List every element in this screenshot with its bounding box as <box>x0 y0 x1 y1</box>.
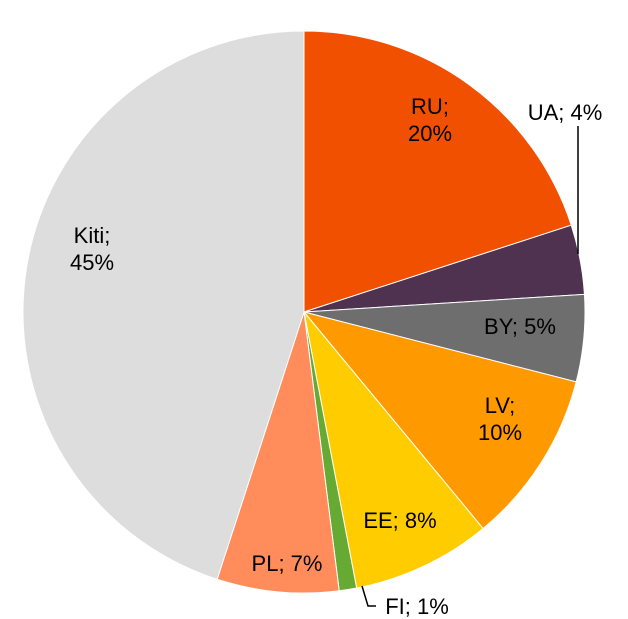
pie-slice <box>303 30 572 313</box>
data-label: LV; 10% <box>478 393 522 445</box>
label-line: Kiti; <box>74 223 111 248</box>
data-label: BY; 5% <box>484 314 556 339</box>
data-label: RU; 20% <box>408 94 452 146</box>
label-line: 10% <box>478 420 522 445</box>
pie-slice <box>302 311 577 530</box>
data-label: EE; 8% <box>363 508 436 533</box>
pie-slice <box>22 30 305 580</box>
pie-slice <box>216 311 340 594</box>
data-label: UA; 4% <box>528 100 603 125</box>
label-line: 20% <box>408 121 452 146</box>
label-line: LV; <box>485 393 516 418</box>
label-line: 45% <box>70 250 114 275</box>
label-line: RU; <box>411 94 449 119</box>
pie-slice <box>303 311 484 589</box>
data-label: PL; 7% <box>252 551 323 576</box>
data-label: FI; 1% <box>385 594 449 619</box>
data-label: Kiti; 45% <box>70 223 114 275</box>
leader-line <box>361 585 376 607</box>
